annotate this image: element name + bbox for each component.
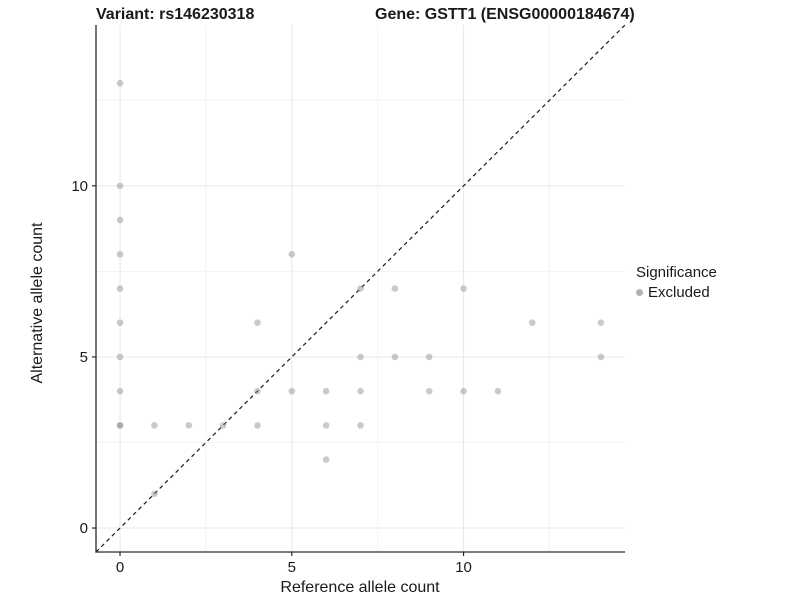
data-point xyxy=(116,79,124,87)
data-point xyxy=(391,353,399,361)
data-point xyxy=(116,216,124,224)
data-point xyxy=(116,319,124,327)
data-point xyxy=(151,422,158,429)
data-point xyxy=(116,387,124,395)
data-point xyxy=(254,319,261,327)
data-point xyxy=(528,319,536,327)
data-point xyxy=(185,422,193,429)
data-point xyxy=(288,250,296,258)
x-tick-label: 10 xyxy=(455,559,472,576)
data-point xyxy=(116,353,124,361)
data-point xyxy=(425,387,433,395)
y-tick-label: 5 xyxy=(80,349,88,366)
data-point xyxy=(357,353,364,361)
data-point xyxy=(116,182,124,190)
data-point xyxy=(322,422,330,429)
data-point xyxy=(460,285,467,292)
plot-title-variant: Variant: rs146230318 xyxy=(96,6,255,23)
x-tick-label: 5 xyxy=(288,559,296,576)
y-tick-label: 10 xyxy=(71,178,88,195)
y-axis-label: Alternative allele count xyxy=(29,222,46,384)
data-point xyxy=(288,387,296,395)
legend: Significance Excluded xyxy=(636,264,717,301)
data-point xyxy=(116,285,124,292)
y-tick-label: 0 xyxy=(80,520,88,537)
plot-title-gene: Gene: GSTT1 (ENSG00000184674) xyxy=(375,6,635,23)
data-point xyxy=(116,422,124,429)
data-point xyxy=(494,387,502,395)
legend-point-icon xyxy=(636,289,643,296)
data-point xyxy=(151,490,158,498)
data-point xyxy=(357,285,364,292)
data-point xyxy=(219,422,227,429)
data-point xyxy=(322,387,330,395)
data-point xyxy=(460,387,467,395)
data-point xyxy=(116,250,124,258)
data-point xyxy=(391,285,399,292)
data-point xyxy=(116,422,124,429)
data-point xyxy=(357,387,364,395)
data-point xyxy=(357,422,364,429)
legend-title: Significance xyxy=(636,264,717,281)
data-point xyxy=(254,387,261,395)
legend-item-excluded: Excluded xyxy=(636,284,717,301)
x-axis-label: Reference allele count xyxy=(280,579,440,596)
data-point xyxy=(597,319,605,327)
data-point xyxy=(254,422,261,429)
data-point xyxy=(425,353,433,361)
data-point xyxy=(322,456,330,463)
data-point xyxy=(597,353,605,361)
x-tick-label: 0 xyxy=(116,559,124,576)
legend-item-label: Excluded xyxy=(648,284,710,301)
